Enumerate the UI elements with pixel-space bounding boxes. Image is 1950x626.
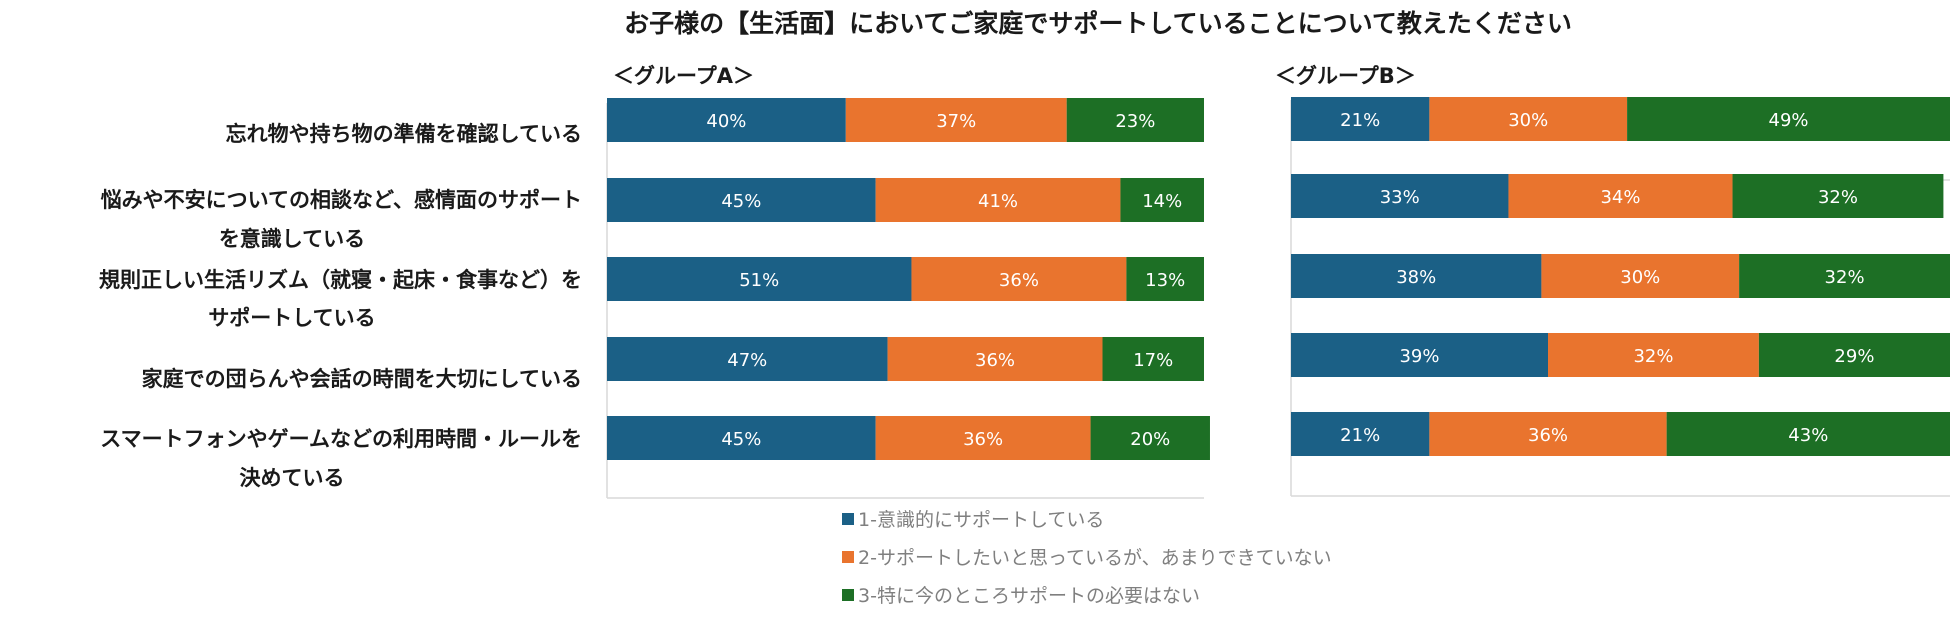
- bar-segment: [1541, 254, 1740, 298]
- data-label: 40%: [706, 111, 746, 132]
- data-label: 32%: [1818, 187, 1858, 208]
- bar-segment: [1120, 178, 1204, 222]
- data-label: 36%: [1528, 425, 1568, 446]
- data-label: 36%: [975, 350, 1015, 371]
- legend-entry: 1-意識的にサポートしている: [858, 509, 1104, 531]
- bar-segment: [1627, 97, 1950, 141]
- bar-segment: [1066, 98, 1204, 142]
- data-label: 37%: [936, 111, 976, 132]
- panel-group-a: ＜グループA＞ 40% 37% 23% 45% 41% 14% 51% 36% 13% 47% 36%…: [606, 64, 1210, 499]
- data-label: 36%: [999, 270, 1039, 291]
- data-label: 21%: [1340, 425, 1380, 446]
- chart-title: お子様の【生活面】においてご家庭でサポートしていることについて教えたください: [624, 9, 1572, 38]
- data-label: 32%: [1633, 346, 1673, 367]
- bar-segment: [845, 98, 1067, 142]
- category-label: 家庭での団らんや会話の時間を大切にしている: [142, 367, 582, 391]
- data-label: 30%: [1620, 267, 1660, 288]
- group-header: ＜グループA＞: [613, 64, 754, 88]
- legend-swatch: [842, 551, 854, 563]
- data-label: 36%: [963, 429, 1003, 450]
- data-label: 33%: [1380, 187, 1420, 208]
- bar-segment: [607, 416, 876, 460]
- panel-group-b: ＜グループB＞ 21% 30% 49% 33% 34% 32% 38% 30% 32% 39% 32%…: [1275, 64, 1950, 497]
- bar-segment: [1666, 412, 1950, 456]
- bar-segment: [1291, 333, 1549, 377]
- bar-segment: [1291, 97, 1430, 141]
- bar-segment: [1291, 254, 1542, 298]
- data-label: 45%: [721, 429, 761, 450]
- bar-segment: [1508, 174, 1733, 218]
- bar-segment: [607, 337, 888, 381]
- legend-entry: 3-特に今のところサポートの必要はない: [858, 585, 1200, 607]
- data-label: 14%: [1142, 191, 1182, 212]
- data-label: 49%: [1769, 110, 1809, 131]
- category-label: 忘れ物や持ち物の準備を確認している: [226, 122, 582, 146]
- bar-segment: [1291, 412, 1430, 456]
- bar-segment: [887, 337, 1103, 381]
- data-label: 13%: [1145, 270, 1185, 291]
- group-header: ＜グループB＞: [1275, 64, 1416, 88]
- data-label: 39%: [1399, 346, 1439, 367]
- category-label: を意識している: [219, 227, 365, 251]
- bar-segment: [1732, 174, 1944, 218]
- bar-segment: [1291, 174, 1509, 218]
- bar-segment: [1102, 337, 1204, 381]
- data-label: 41%: [978, 191, 1018, 212]
- data-label: 47%: [727, 350, 767, 371]
- data-label: 38%: [1396, 267, 1436, 288]
- category-label: サポートしている: [208, 306, 375, 330]
- bar-segment: [1548, 333, 1759, 377]
- legend: 1-意識的にサポートしている 2-サポートしたいと思っているが、あまりできていない…: [842, 509, 1332, 607]
- data-label: 34%: [1600, 187, 1640, 208]
- category-label: 規則正しい生活リズム（就寝・起床・食事など）を: [99, 268, 582, 292]
- bar-segment: [607, 98, 846, 142]
- data-label: 20%: [1130, 429, 1170, 450]
- bar-segment: [1126, 257, 1204, 301]
- category-label: スマートフォンやゲームなどの利用時間・ルールを: [100, 427, 582, 451]
- bar-segment: [875, 178, 1121, 222]
- bar-segment: [1429, 97, 1628, 141]
- bar-segment: [1739, 254, 1950, 298]
- bar-segment: [1090, 416, 1210, 460]
- data-label: 32%: [1825, 267, 1865, 288]
- legend-entry: 2-サポートしたいと思っているが、あまりできていない: [858, 547, 1332, 569]
- bar-segment: [607, 257, 912, 301]
- chart-panels: ＜グループA＞ 40% 37% 23% 45% 41% 14% 51% 36% 13% 47% 36%…: [606, 64, 1950, 499]
- category-label: 悩みや不安についての相談など、感情面のサポート: [101, 188, 582, 212]
- legend-swatch: [842, 513, 854, 525]
- data-label: 23%: [1115, 111, 1155, 132]
- data-label: 45%: [721, 191, 761, 212]
- data-label: 51%: [739, 270, 779, 291]
- data-label: 17%: [1133, 350, 1173, 371]
- bar-segment: [875, 416, 1091, 460]
- bar-segment: [911, 257, 1127, 301]
- bar-segment: [1429, 412, 1667, 456]
- category-label: 決めている: [240, 466, 345, 490]
- category-labels: 忘れ物や持ち物の準備を確認している悩みや不安についての相談など、感情面のサポート…: [99, 122, 582, 490]
- data-label: 30%: [1508, 110, 1548, 131]
- data-label: 43%: [1788, 425, 1828, 446]
- bar-segment: [1758, 333, 1950, 377]
- legend-swatch: [842, 589, 854, 601]
- data-label: 29%: [1834, 346, 1874, 367]
- bar-segment: [607, 178, 876, 222]
- data-label: 21%: [1340, 110, 1380, 131]
